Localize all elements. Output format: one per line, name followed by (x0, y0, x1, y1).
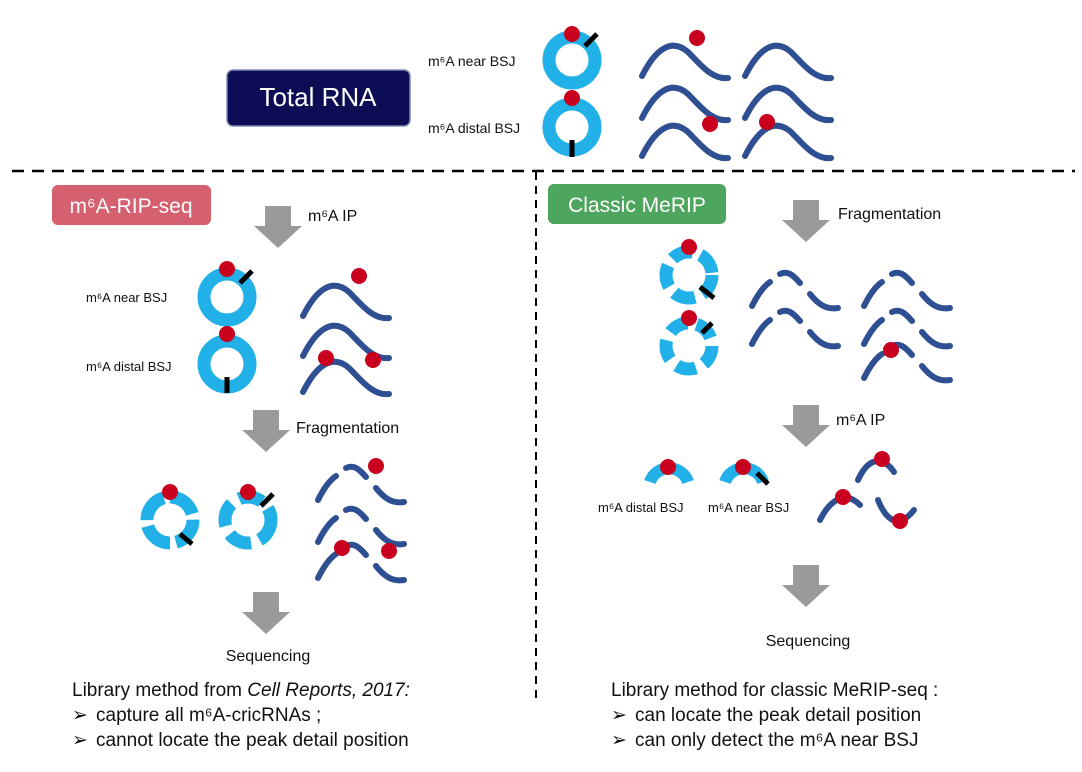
top-linear-rna (642, 30, 831, 158)
right-linear-fragments (817, 451, 917, 529)
left-arrow-frag (242, 410, 290, 452)
right-note-title: Library method for classic MeRIP-seq : (611, 680, 939, 701)
merip-title-box: Classic MeRIP (548, 184, 726, 224)
left-frag-linear (318, 458, 404, 580)
left-frag-circ-1 (140, 484, 200, 550)
left-note-title: Library method from Cell Reports, 2017: (72, 680, 410, 701)
right-arrow-frag (782, 200, 830, 242)
left-near-bsj-label: m⁶A near BSJ (86, 290, 167, 305)
total-rna-label: Total RNA (259, 82, 377, 112)
left-circrna-distal (197, 326, 257, 394)
merip-title: Classic MeRIP (568, 194, 706, 217)
rip-seq-title-box: m⁶A-RIP-seq (52, 185, 211, 225)
left-linear-rna (303, 268, 389, 394)
right-near-bsj-label: m⁶A near BSJ (708, 500, 789, 515)
right-bullet-2: ➢ can only detect the m⁶A near BSJ (611, 730, 919, 751)
left-note: Library method from Cell Reports, 2017: … (72, 678, 410, 753)
left-circrna-near (197, 261, 257, 327)
right-frag-circ-distal (659, 310, 719, 376)
right-fragment-distal (644, 459, 694, 485)
right-step-seq: Sequencing (766, 633, 851, 650)
right-arrow-seq (782, 565, 830, 607)
left-arrow-seq (242, 592, 290, 634)
left-bullet-2: ➢ cannot locate the peak detail position (72, 730, 409, 751)
right-frag-linear (752, 273, 950, 381)
right-step-frag: Fragmentation (838, 206, 941, 223)
right-step-ip: m⁶A IP (836, 412, 885, 429)
left-arrow-ip (254, 206, 302, 248)
rip-seq-title: m⁶A-RIP-seq (70, 195, 193, 218)
top-circrna-distal (542, 90, 602, 157)
left-step-seq: Sequencing (226, 648, 311, 665)
left-step-ip: m⁶A IP (308, 208, 357, 225)
right-bullet-1: ➢ can locate the peak detail position (611, 705, 922, 726)
left-frag-circ-2 (218, 484, 278, 550)
right-distal-bsj-label: m⁶A distal BSJ (598, 500, 684, 515)
right-note: Library method for classic MeRIP-seq : ➢… (611, 678, 938, 753)
left-note-source: Cell Reports, 2017: (247, 680, 410, 701)
right-arrow-ip (782, 405, 830, 447)
left-bullet-1: ➢ capture all m⁶A-cricRNAs ; (72, 705, 322, 726)
left-step-frag: Fragmentation (296, 420, 399, 437)
right-fragment-near (719, 459, 770, 486)
left-distal-bsj-label: m⁶A distal BSJ (86, 359, 172, 374)
top-distal-bsj-label: m⁶A distal BSJ (428, 120, 520, 136)
top-circrna-near (542, 26, 602, 90)
right-frag-circ-near (659, 239, 719, 305)
total-rna-box: Total RNA (226, 69, 411, 127)
top-near-bsj-label: m⁶A near BSJ (428, 53, 515, 69)
